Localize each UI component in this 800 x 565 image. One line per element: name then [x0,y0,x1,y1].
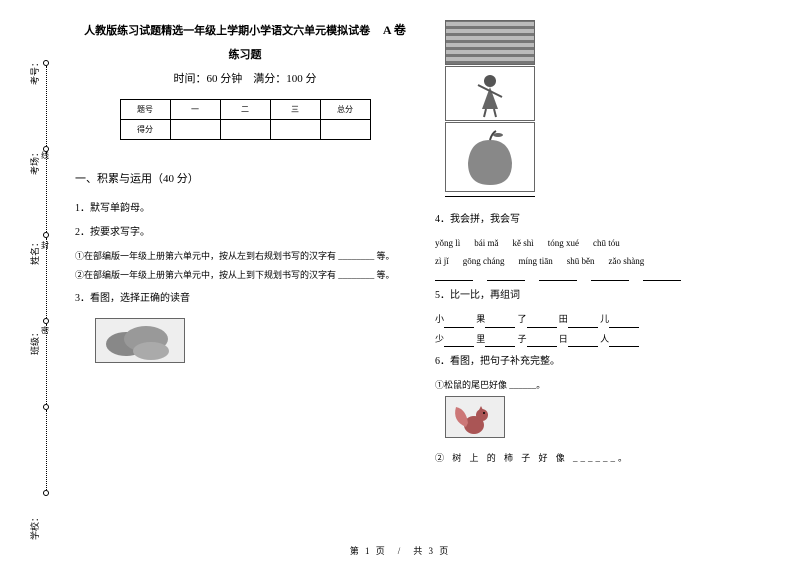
blank[interactable] [527,317,557,328]
left-column: 人教版练习试题精选一年级上学期小学语文六单元模拟试卷 A 卷 练习题 时间：60… [75,20,415,469]
char: 了 [518,314,527,324]
blank[interactable] [444,317,474,328]
q6: 6．看图，把句子补充完整。 [435,353,775,371]
q3-image-cloud [95,318,415,371]
q3: 3．看图，选择正确的读音 [75,290,415,308]
char: 果 [476,314,485,324]
blank[interactable] [485,317,515,328]
blank[interactable] [485,336,515,347]
blank-row[interactable] [435,271,775,281]
q2b: ②在部编版一年级上册第六单元中，按从上到下规划书写的汉字有 ________ 等… [75,267,415,283]
girl-icon [460,69,520,119]
exam-time-full: 时间：60 分钟 满分：100 分 [75,70,415,90]
th-3: 三 [270,100,320,120]
blank[interactable] [609,317,639,328]
apple-image [445,122,535,192]
td[interactable] [320,120,370,140]
q5: 5．比一比，再组词 [435,287,775,305]
q6a: ①松鼠的尾巴好像 ______。 [435,377,775,393]
th-1: 一 [170,100,220,120]
title-text: 人教版练习试题精选一年级上学期小学语文六单元模拟试卷 [84,25,370,37]
page-content: 人教版练习试题精选一年级上学期小学语文六单元模拟试卷 A 卷 练习题 时间：60… [75,20,775,469]
td[interactable] [270,120,320,140]
py: tóng xué [548,235,579,251]
binding-margin: 考号： 考场： 姓名： 班级： 学校： 线 封 密 [8,0,58,565]
girl-image [445,66,535,121]
squirrel-icon [446,397,506,439]
py: zì jǐ [435,253,449,269]
margin-label-room: 考场： [28,148,41,175]
char: 日 [559,334,568,344]
blank[interactable] [527,336,557,347]
blank[interactable] [609,336,639,347]
exam-subtitle: 练习题 [75,46,415,66]
q2a: ①在部编版一年级上册第六单元中，按从左到右规划书写的汉字有 ________ 等… [75,248,415,264]
section-1-heading: 一、积累与运用（40 分） [75,170,415,190]
image-stack [445,20,535,192]
margin-char-feng: 封 [41,240,49,251]
margin-label-examno: 考号： [28,58,41,85]
char: 里 [476,334,485,344]
char: 田 [559,314,568,324]
squirrel-image [445,396,505,438]
table-row: 得分 [120,120,370,140]
q5-line-b: 少 里 子 日 人 [435,331,775,347]
py: kě shì [513,235,534,251]
q6b: ② 树 上 的 柿 子 好 像 ______。 [435,450,775,466]
py: shū běn [567,253,595,269]
margin-label-school: 学校： [28,513,41,540]
apple-icon [450,125,530,190]
margin-label-class: 班级： [28,328,41,355]
q1: 1．默写单韵母。 [75,200,415,218]
texture-image [445,20,535,65]
score-table: 题号 一 二 三 总分 得分 [120,99,371,140]
q4: 4．我会拼，我会写 [435,211,775,229]
table-row: 题号 一 二 三 总分 [120,100,370,120]
cloud-icon [96,319,186,364]
q2: 2．按要求写字。 [75,224,415,242]
exam-title: 人教版练习试题精选一年级上学期小学语文六单元模拟试卷 A 卷 [75,20,415,42]
th-2: 二 [220,100,270,120]
page-footer: 第 1 页 / 共 3 页 [0,544,800,557]
margin-label-name: 姓名： [28,238,41,265]
td[interactable] [220,120,270,140]
blank[interactable] [444,336,474,347]
py: gōng cháng [463,253,505,269]
py: chū tóu [593,235,620,251]
variant-label: A 卷 [383,23,406,37]
char: 子 [518,334,527,344]
py: míng tiān [519,253,553,269]
td-score: 得分 [120,120,170,140]
margin-char-mi: 密 [41,325,49,336]
pinyin-row-1: yǒng lì bái mǎ kě shì tóng xué chū tóu [435,235,775,251]
right-column: 4．我会拼，我会写 yǒng lì bái mǎ kě shì tóng xué… [435,20,775,469]
blank[interactable] [568,336,598,347]
char: 儿 [600,314,609,324]
py: bái mǎ [474,235,498,251]
th-total: 总分 [320,100,370,120]
q5-line-a: 小 果 了 田 儿 [435,311,775,327]
char: 人 [600,334,609,344]
th-num: 题号 [120,100,170,120]
margin-char-xian: 线 [41,150,49,161]
blank[interactable] [568,317,598,328]
char: 少 [435,334,444,344]
image-blank[interactable] [445,196,535,197]
py: zǎo shàng [609,253,645,269]
td[interactable] [170,120,220,140]
py: yǒng lì [435,235,460,251]
char: 小 [435,314,444,324]
pinyin-row-2: zì jǐ gōng cháng míng tiān shū běn zǎo s… [435,253,775,269]
